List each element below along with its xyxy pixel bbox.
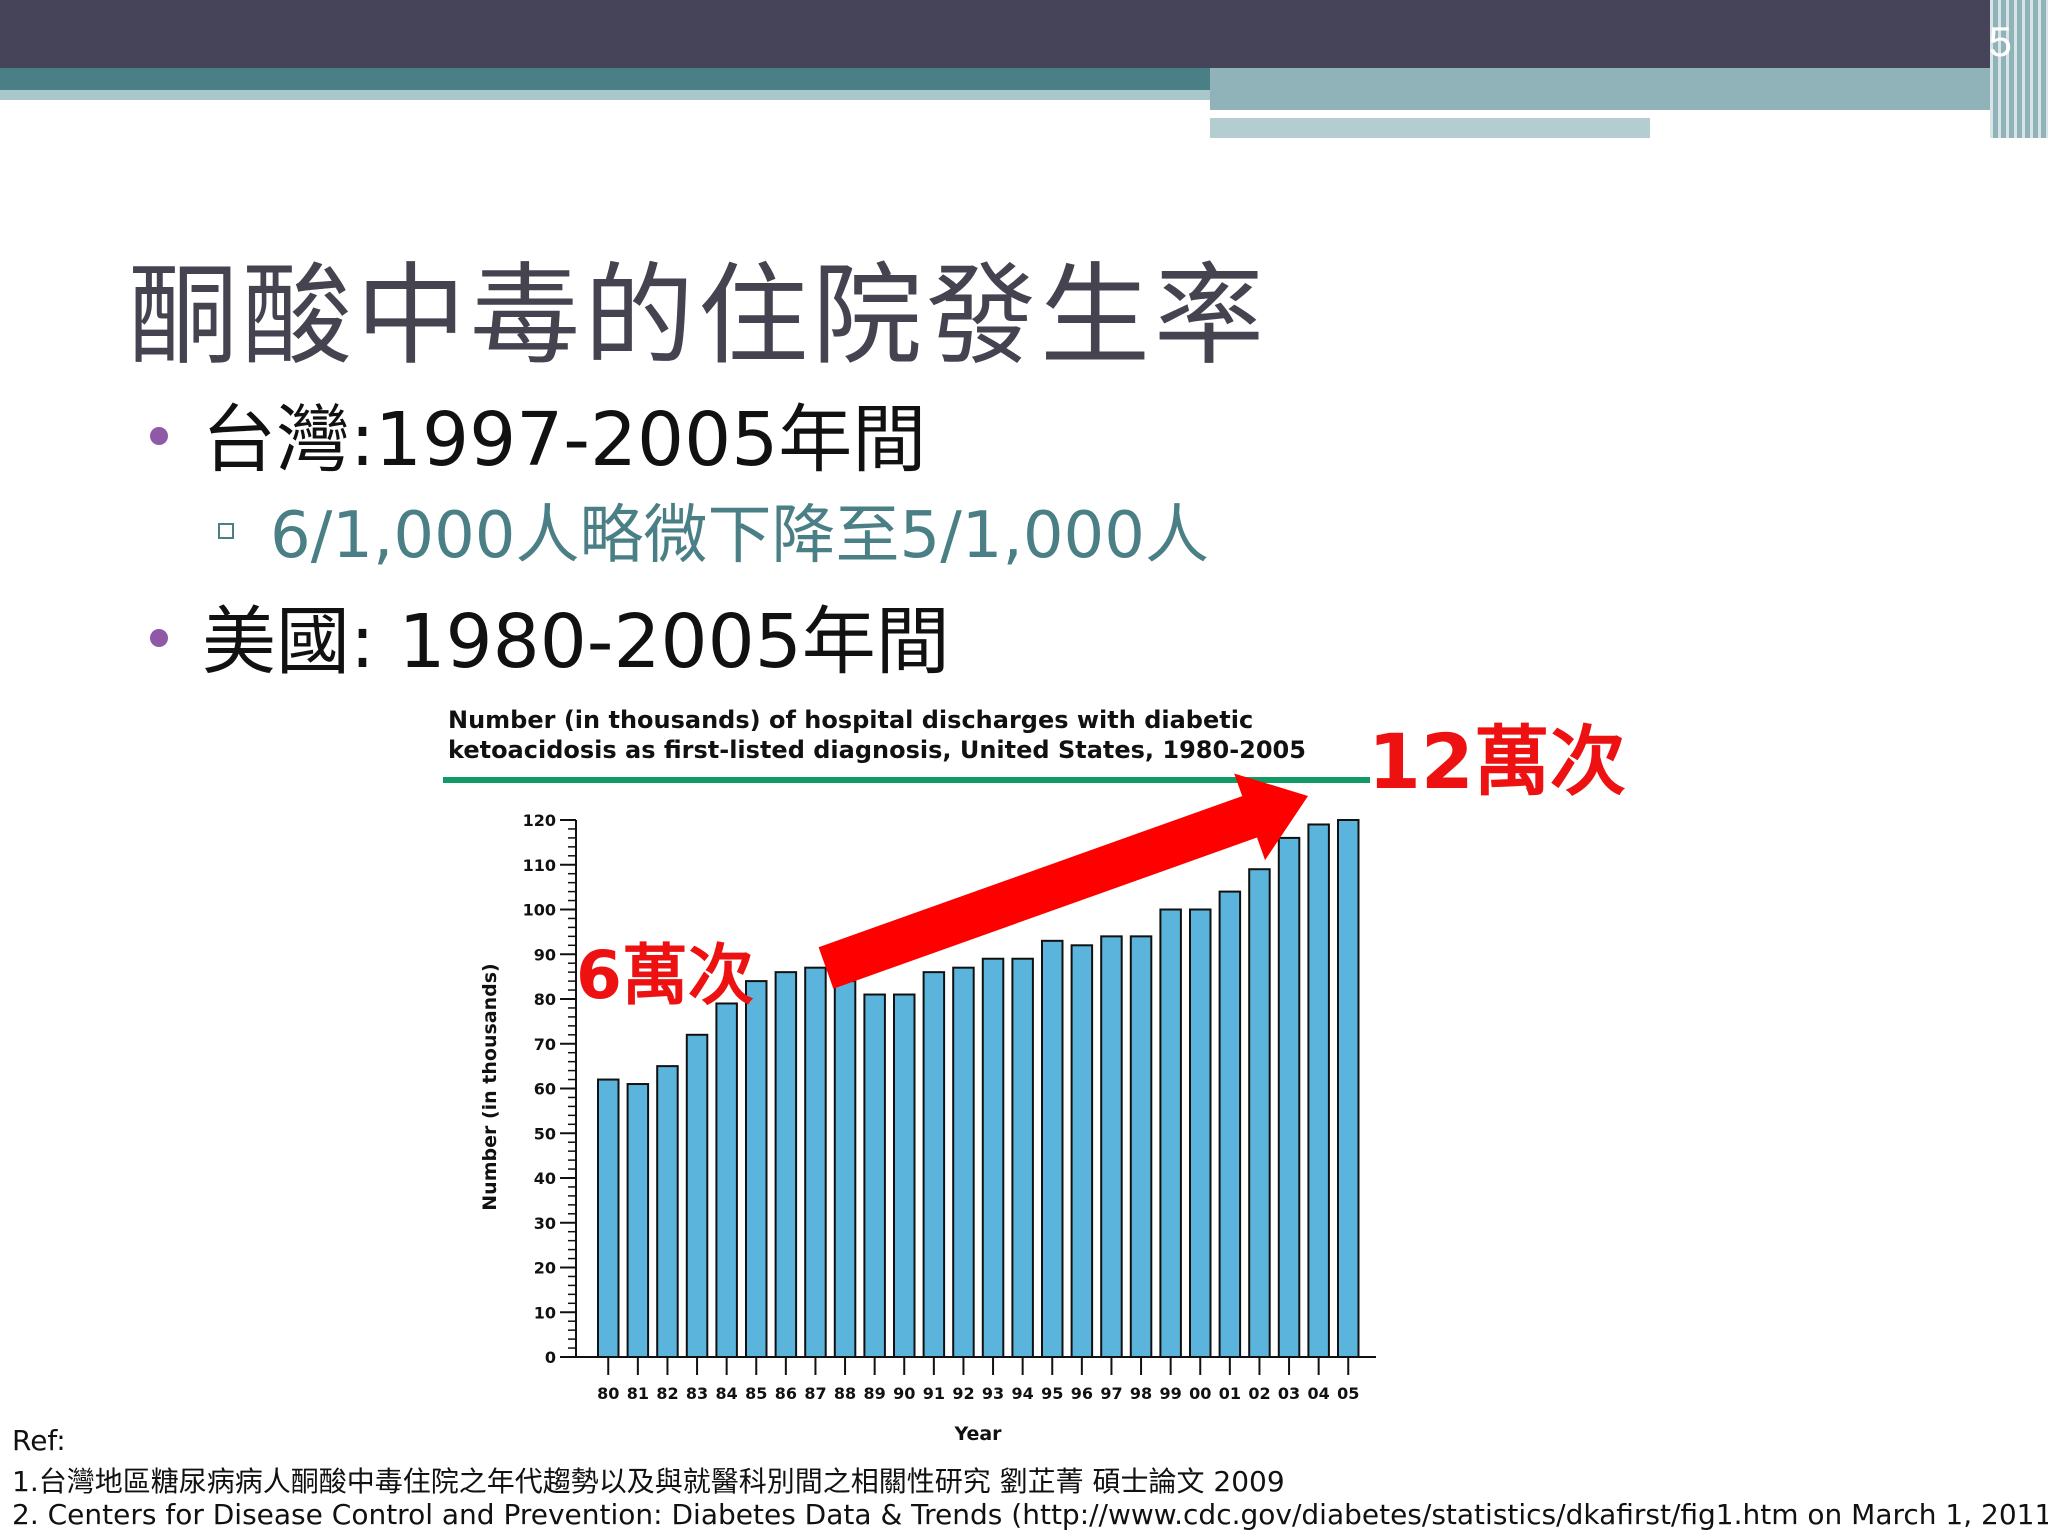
bar-87 — [804, 966, 827, 1358]
reference-1: 1.台灣地區糖尿病病人酮酸中毒住院之年代趨勢以及與就醫科別間之相關性研究 劉芷菁… — [12, 1465, 1285, 1498]
bullet-taiwan-sub-text: 6/1,000人略微下降至5/1,000人 — [270, 499, 1209, 573]
y-tick-label: 110 — [523, 856, 556, 875]
y-tick-label: 10 — [534, 1303, 556, 1322]
bullet-usa: 美國: 1980-2005年間 — [150, 582, 950, 689]
slide-number: 5 — [1988, 18, 2012, 65]
x-tick-label: 87 — [804, 1384, 826, 1403]
header-bar — [0, 0, 2048, 68]
annotation-start: 6萬次 — [576, 937, 754, 1014]
y-tick-label: 80 — [534, 990, 556, 1009]
x-tick-label: 80 — [597, 1384, 619, 1403]
x-tick-label: 00 — [1189, 1384, 1211, 1403]
x-tick-label: 94 — [1012, 1384, 1034, 1403]
x-tick-label: 97 — [1100, 1384, 1122, 1403]
bar-83 — [685, 1033, 709, 1359]
y-tick-label: 30 — [534, 1214, 556, 1233]
bar-96 — [1070, 944, 1094, 1358]
chart-bars — [597, 819, 1360, 1359]
bullet-taiwan-sub: 6/1,000人略微下降至5/1,000人 — [218, 484, 1209, 576]
x-axis-label: Year — [953, 1423, 1002, 1445]
bullet-square-icon — [218, 523, 234, 540]
x-tick-label: 02 — [1248, 1384, 1270, 1403]
x-tick-label: 95 — [1041, 1384, 1063, 1403]
x-tick-label: 86 — [775, 1384, 797, 1403]
bar-91 — [922, 971, 946, 1359]
bar-01 — [1218, 890, 1242, 1358]
reference-2: 2. Centers for Disease Control and Preve… — [12, 1498, 2048, 1531]
x-tick-label: 85 — [745, 1384, 767, 1403]
references-label: Ref: — [12, 1424, 66, 1457]
x-tick-label: 05 — [1337, 1384, 1359, 1403]
x-tick-label: 93 — [982, 1384, 1004, 1403]
x-tick-label: 81 — [627, 1384, 649, 1403]
y-tick-label: 120 — [523, 811, 556, 830]
x-tick-label: 03 — [1278, 1384, 1300, 1403]
bar-02 — [1248, 868, 1271, 1358]
x-tick-label: 90 — [893, 1384, 915, 1403]
y-axis-label: Number (in thousands) — [479, 963, 501, 1210]
bar-94 — [1011, 957, 1034, 1358]
x-tick-label: 96 — [1071, 1384, 1093, 1403]
bar-04 — [1307, 823, 1330, 1358]
slide-title: 酮酸中毒的住院發生率 — [128, 252, 1268, 380]
x-tick-label: 83 — [686, 1384, 708, 1403]
bar-95 — [1041, 939, 1064, 1358]
header-pale-block — [1210, 118, 1650, 138]
y-tick-label: 50 — [534, 1124, 556, 1143]
bar-03 — [1277, 836, 1301, 1358]
y-tick-label: 60 — [534, 1080, 556, 1099]
bar-90 — [893, 993, 916, 1359]
y-tick-label: 90 — [534, 945, 556, 964]
y-tick-label: 0 — [545, 1348, 556, 1367]
y-tick-label: 20 — [534, 1259, 556, 1278]
chart-title-line1: Number (in thousands) of hospital discha… — [448, 706, 1253, 734]
bullet-taiwan-text: 台灣:1997-2005年間 — [202, 397, 927, 483]
bar-82 — [656, 1065, 679, 1358]
bar-85 — [745, 980, 768, 1358]
chart-axes: 80 81 82 83 84 85 86 87 88 89 90 91 92 93 94 95 96 97 98 99… — [523, 811, 1376, 1403]
bar-86 — [774, 971, 798, 1359]
bullet-usa-text: 美國: 1980-2005年間 — [202, 599, 950, 685]
header-accent-strip — [0, 90, 1210, 100]
bullet-dot-icon — [150, 427, 168, 446]
bar-05 — [1337, 819, 1360, 1358]
y-tick-label: 70 — [534, 1035, 556, 1054]
chart-title-line2: ketoacidosis as first-listed diagnosis, … — [448, 736, 1306, 764]
x-tick-label: 82 — [656, 1384, 678, 1403]
x-tick-label: 01 — [1219, 1384, 1241, 1403]
header-accent-block — [1210, 68, 2048, 110]
bullet-taiwan: 台灣:1997-2005年間 — [150, 380, 926, 487]
y-tick-label: 40 — [534, 1169, 556, 1188]
bar-80 — [597, 1078, 620, 1359]
x-tick-label: 84 — [716, 1384, 738, 1403]
header-stripes — [1990, 0, 2048, 138]
x-tick-label: 04 — [1308, 1384, 1330, 1403]
x-tick-label: 91 — [923, 1384, 945, 1403]
bar-93 — [981, 957, 1005, 1358]
bar-89 — [863, 993, 886, 1359]
bar-84 — [715, 1002, 738, 1358]
x-tick-label: 99 — [1160, 1384, 1182, 1403]
bar-00 — [1189, 908, 1212, 1358]
bar-98 — [1129, 935, 1153, 1358]
bar-88 — [833, 980, 857, 1358]
header-white-line — [1210, 110, 1896, 116]
x-tick-label: 92 — [952, 1384, 974, 1403]
annotation-end: 12萬次 — [1368, 717, 1626, 806]
bar-97 — [1100, 935, 1123, 1358]
bar-81 — [626, 1083, 650, 1359]
x-tick-label: 88 — [834, 1384, 856, 1403]
bar-92 — [952, 966, 975, 1358]
header-accent-bar — [0, 68, 1210, 90]
trend-arrow — [818, 773, 1308, 989]
x-tick-label: 89 — [864, 1384, 886, 1403]
y-tick-label: 100 — [523, 901, 556, 920]
x-tick-label: 98 — [1130, 1384, 1152, 1403]
bar-99 — [1159, 908, 1182, 1358]
bullet-dot-icon — [150, 629, 168, 648]
